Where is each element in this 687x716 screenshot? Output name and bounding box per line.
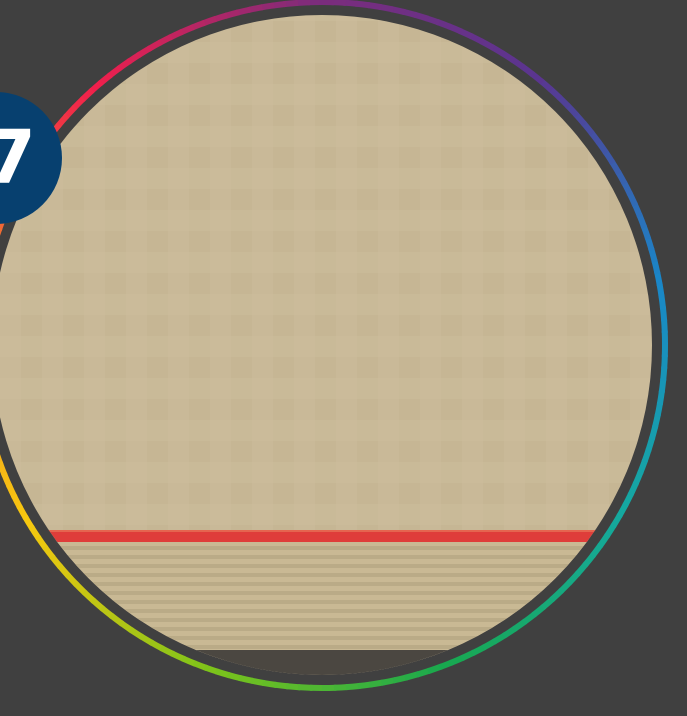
floor-plank (0, 645, 652, 649)
floor-plank (0, 627, 652, 631)
red-stripe-highlight (0, 530, 652, 532)
floor-plank (0, 600, 652, 604)
floor-plank (0, 555, 652, 559)
floor-plank (0, 618, 652, 622)
floor-shadow (0, 650, 652, 675)
floor-plank (0, 573, 652, 577)
floor-plank (0, 564, 652, 568)
red-stripe (0, 530, 652, 542)
floor-plank (0, 546, 652, 550)
floor-plank (0, 609, 652, 613)
floor-plank (0, 582, 652, 586)
step-number: 7 (0, 115, 36, 201)
rainbow-ring (0, 0, 669, 692)
floor-plank (0, 636, 652, 640)
floor (0, 540, 652, 660)
floor-plank (0, 591, 652, 595)
